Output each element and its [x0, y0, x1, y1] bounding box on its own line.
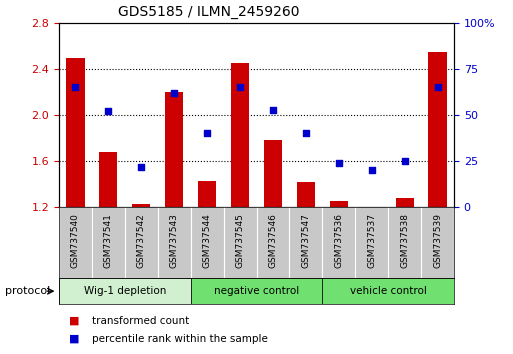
Bar: [330, 201, 348, 207]
Text: GSM737538: GSM737538: [400, 213, 409, 268]
Point: [104, 109, 112, 114]
Text: ■: ■: [69, 315, 80, 326]
Text: GSM737540: GSM737540: [71, 213, 80, 268]
Point: [401, 158, 409, 164]
Text: GSM737545: GSM737545: [235, 213, 245, 268]
Text: GSM737543: GSM737543: [170, 213, 179, 268]
Point: [236, 85, 244, 90]
Text: ■: ■: [69, 334, 80, 344]
Point: [334, 160, 343, 166]
Text: vehicle control: vehicle control: [350, 286, 427, 296]
Text: percentile rank within the sample: percentile rank within the sample: [92, 334, 268, 344]
Bar: [198, 181, 216, 207]
Point: [269, 107, 277, 112]
Bar: [191, 278, 322, 304]
Bar: [100, 152, 117, 207]
Bar: [297, 182, 315, 207]
Bar: [231, 63, 249, 207]
Bar: [264, 140, 282, 207]
Text: protocol: protocol: [5, 286, 50, 296]
Bar: [132, 204, 150, 207]
Text: transformed count: transformed count: [92, 315, 190, 326]
Text: GSM737537: GSM737537: [367, 213, 376, 268]
Text: GSM737536: GSM737536: [334, 213, 343, 268]
Point: [137, 164, 145, 170]
Text: GSM737544: GSM737544: [203, 213, 212, 268]
Text: GDS5185 / ILMN_2459260: GDS5185 / ILMN_2459260: [118, 5, 300, 19]
Bar: [59, 278, 191, 304]
Text: GSM737539: GSM737539: [433, 213, 442, 268]
Point: [71, 85, 80, 90]
Text: GSM737541: GSM737541: [104, 213, 113, 268]
Text: negative control: negative control: [214, 286, 299, 296]
Text: GSM737542: GSM737542: [137, 213, 146, 268]
Bar: [66, 58, 85, 207]
Bar: [165, 92, 183, 207]
Bar: [322, 278, 454, 304]
Text: Wig-1 depletion: Wig-1 depletion: [84, 286, 166, 296]
Text: GSM737547: GSM737547: [301, 213, 310, 268]
Point: [170, 90, 179, 96]
Bar: [396, 198, 413, 207]
Text: GSM737546: GSM737546: [268, 213, 278, 268]
Point: [368, 167, 376, 173]
Point: [433, 85, 442, 90]
Bar: [428, 52, 447, 207]
Point: [203, 131, 211, 136]
Point: [302, 131, 310, 136]
